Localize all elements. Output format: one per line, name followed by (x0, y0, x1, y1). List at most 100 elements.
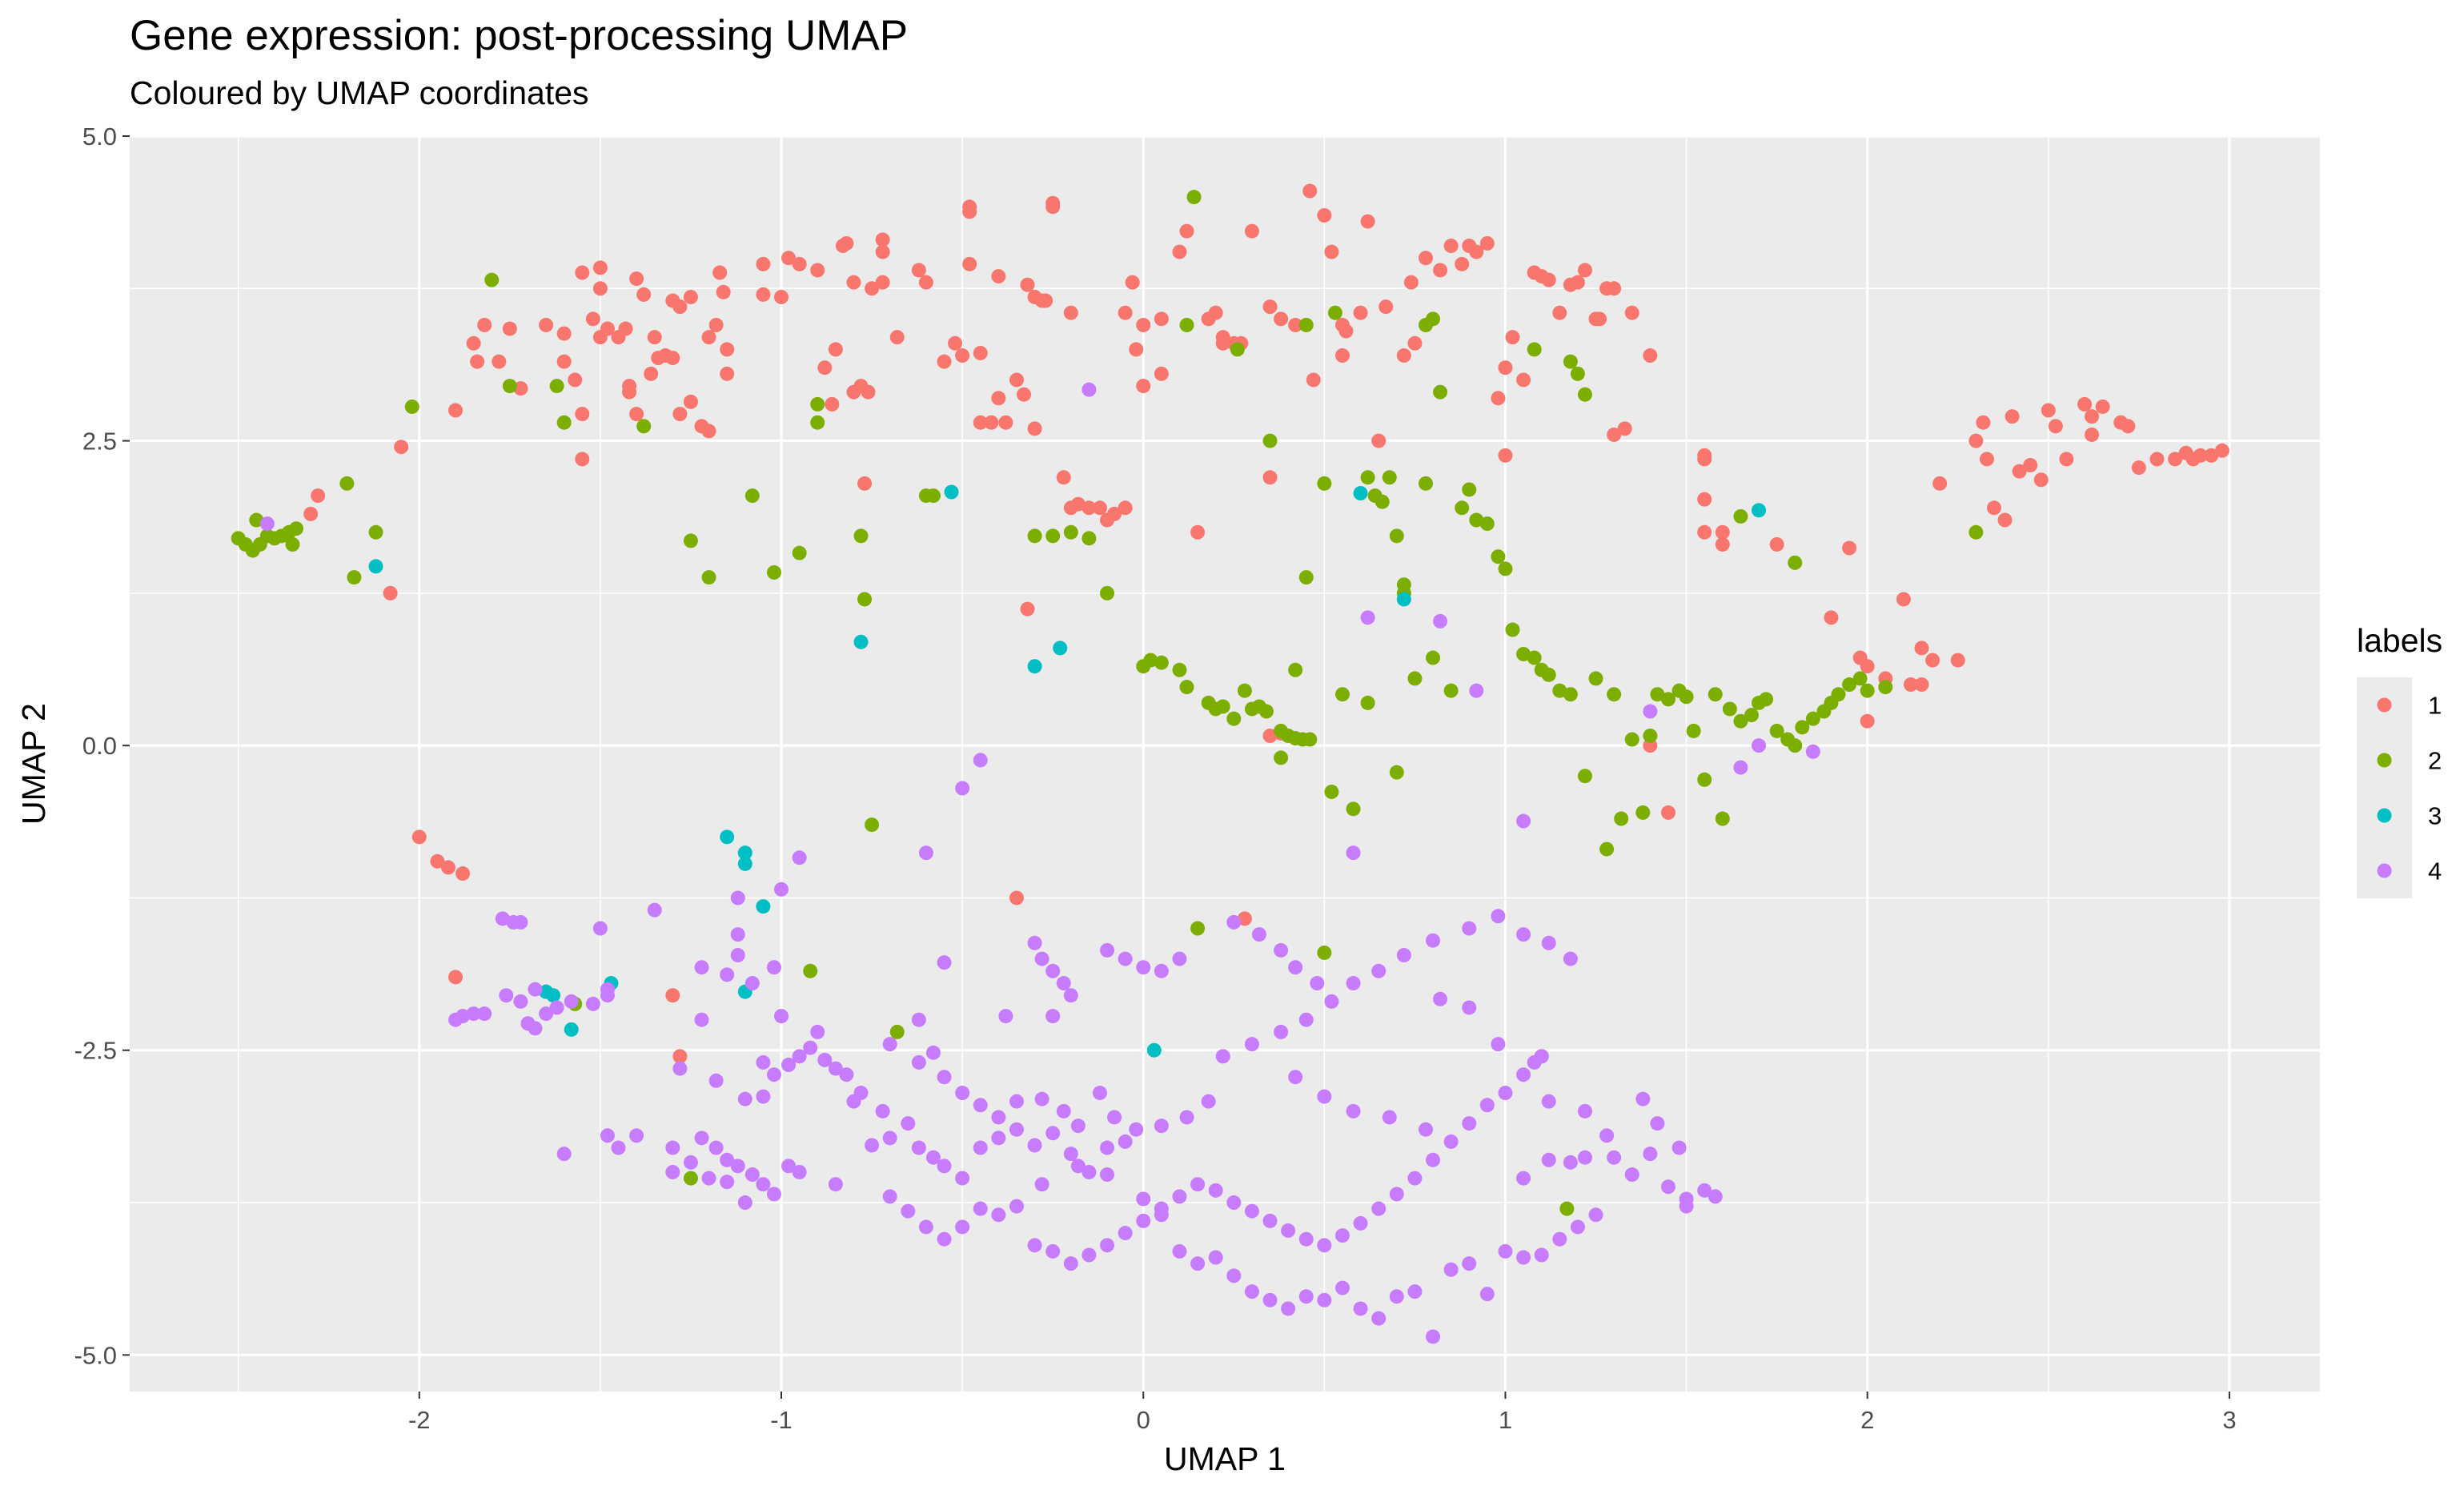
data-point-label-1 (839, 235, 854, 251)
data-point-label-2 (1588, 671, 1603, 686)
data-point-label-4 (937, 1231, 952, 1247)
data-point-label-1 (672, 299, 688, 315)
data-point-label-4 (1009, 1122, 1024, 1137)
data-point-label-2 (1455, 500, 1470, 516)
data-point-label-2 (1624, 732, 1639, 747)
data-point-label-2 (1831, 687, 1846, 702)
data-point-label-4 (701, 1171, 716, 1186)
data-point-label-2 (1527, 650, 1542, 665)
data-point-label-2 (1968, 524, 1984, 540)
data-point-label-4 (720, 1152, 735, 1167)
data-point-label-1 (1317, 207, 1332, 223)
data-point-label-1 (1860, 713, 1875, 729)
data-point-label-1 (492, 354, 507, 369)
data-point-label-1 (556, 354, 572, 369)
data-point-label-2 (1302, 732, 1318, 747)
data-point-label-1 (1190, 524, 1206, 540)
data-point-label-2 (1462, 482, 1477, 497)
data-point-label-1 (1118, 500, 1133, 516)
data-point-label-1 (701, 424, 716, 439)
data-point-label-1 (2149, 452, 2165, 467)
data-point-label-4 (1226, 914, 1242, 930)
data-point-label-3 (564, 1022, 579, 1037)
data-point-label-4 (1541, 935, 1556, 950)
data-point-label-1 (1154, 366, 1169, 381)
data-point-label-4 (1469, 683, 1484, 698)
data-point-label-4 (1100, 942, 1115, 958)
data-point-label-4 (973, 1098, 988, 1113)
data-point-label-1 (828, 342, 843, 357)
data-point-label-1 (720, 342, 735, 357)
data-point-label-1 (556, 326, 572, 341)
data-point-label-2 (853, 528, 869, 544)
data-point-label-1 (962, 199, 977, 215)
data-point-label-1 (1262, 728, 1278, 743)
data-point-label-1 (1997, 512, 2013, 528)
data-point-label-1 (2168, 452, 2183, 467)
data-point-label-4 (901, 1203, 916, 1219)
data-point-label-4 (918, 1219, 933, 1235)
data-point-label-1 (1976, 415, 1991, 430)
data-point-label-1 (1027, 421, 1042, 436)
data-point-label-4 (955, 781, 970, 796)
data-point-label-4 (1056, 1103, 1071, 1119)
data-point-label-2 (1274, 750, 1289, 765)
data-point-label-1 (1624, 305, 1639, 320)
data-point-label-4 (1027, 1138, 1042, 1153)
data-point-label-1 (825, 396, 840, 412)
data-point-label-4 (1274, 942, 1289, 958)
data-point-label-4 (1462, 921, 1477, 936)
data-point-label-1 (665, 988, 680, 1003)
x-tick-label: -2 (408, 1406, 431, 1434)
data-point-label-2 (1389, 528, 1404, 544)
data-point-label-4 (1136, 960, 1151, 975)
data-point-label-1 (1009, 890, 1024, 906)
data-point-label-4 (1708, 1189, 1723, 1204)
data-point-label-1 (937, 354, 952, 369)
data-points (231, 183, 2229, 1344)
data-point-label-2 (1433, 384, 1448, 400)
data-point-label-4 (1009, 1199, 1024, 1214)
data-point-label-2 (1443, 683, 1459, 698)
data-point-label-1 (575, 452, 590, 467)
data-point-label-1 (2131, 460, 2146, 476)
data-point-label-3 (1353, 486, 1368, 501)
data-point-label-4 (1298, 1012, 1314, 1027)
data-point-label-4 (513, 914, 528, 930)
data-point-label-1 (1505, 330, 1520, 345)
data-point-label-4 (1082, 382, 1097, 397)
data-point-label-4 (466, 1006, 481, 1022)
data-point-label-2 (289, 521, 304, 536)
data-point-label-4 (803, 1040, 818, 1055)
data-point-label-1 (592, 281, 608, 296)
data-point-label-2 (1045, 528, 1061, 544)
data-point-label-2 (1426, 311, 1441, 327)
data-point-label-1 (1860, 659, 1875, 674)
data-point-label-2 (1842, 677, 1857, 693)
data-point-label-4 (1251, 927, 1266, 942)
data-point-label-4 (1371, 1311, 1387, 1326)
data-point-label-2 (1697, 772, 1712, 787)
data-point-label-1 (1063, 305, 1078, 320)
data-point-label-2 (1860, 683, 1875, 698)
data-point-label-1 (1056, 470, 1071, 485)
data-point-label-1 (708, 317, 724, 332)
data-point-label-2 (1577, 769, 1592, 784)
x-tick-label: 1 (1499, 1406, 1512, 1434)
data-point-label-1 (1237, 911, 1252, 926)
data-point-label-1 (600, 321, 615, 336)
data-point-label-4 (1317, 1089, 1332, 1104)
data-point-label-4 (882, 1131, 897, 1146)
data-point-label-4 (1527, 1054, 1542, 1070)
data-point-label-1 (1950, 653, 1965, 668)
data-point-label-2 (556, 415, 572, 430)
data-point-label-1 (1914, 677, 1929, 693)
data-point-label-4 (1136, 1213, 1151, 1228)
data-point-label-4 (629, 1128, 644, 1143)
data-point-label-4 (539, 1006, 554, 1022)
data-point-label-2 (249, 512, 264, 528)
data-point-label-3 (944, 484, 959, 500)
data-point-label-4 (1317, 1238, 1332, 1253)
data-point-label-2 (1650, 687, 1665, 702)
